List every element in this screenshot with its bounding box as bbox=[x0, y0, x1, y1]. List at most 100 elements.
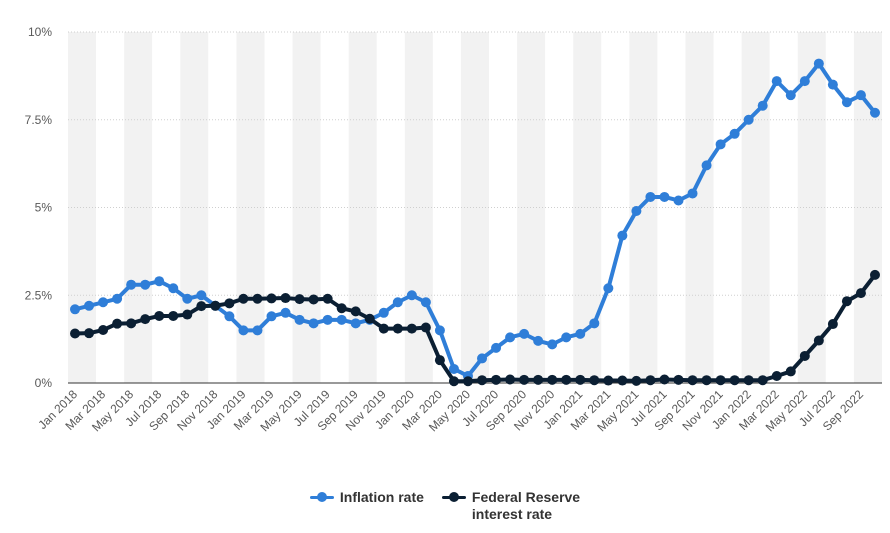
data-point[interactable] bbox=[743, 114, 754, 125]
legend-item-inflation-rate[interactable]: Inflation rate bbox=[309, 489, 424, 523]
data-point[interactable] bbox=[224, 298, 235, 309]
data-point[interactable] bbox=[252, 325, 263, 336]
data-point[interactable] bbox=[98, 297, 109, 308]
data-point[interactable] bbox=[280, 307, 291, 318]
data-point[interactable] bbox=[561, 332, 572, 343]
data-point[interactable] bbox=[406, 323, 417, 334]
data-point[interactable] bbox=[799, 76, 810, 87]
data-point[interactable] bbox=[659, 374, 670, 385]
data-point[interactable] bbox=[813, 58, 824, 69]
data-point[interactable] bbox=[294, 294, 305, 305]
legend-item-federal-reserve-interest-rate[interactable]: Federal Reserve interest rate bbox=[441, 489, 580, 523]
data-point[interactable] bbox=[687, 188, 698, 199]
data-point[interactable] bbox=[505, 332, 516, 343]
data-point[interactable] bbox=[813, 335, 824, 346]
data-point[interactable] bbox=[603, 283, 614, 294]
data-point[interactable] bbox=[378, 323, 389, 334]
data-point[interactable] bbox=[238, 293, 249, 304]
data-point[interactable] bbox=[729, 375, 740, 386]
data-point[interactable] bbox=[519, 328, 530, 339]
data-point[interactable] bbox=[701, 160, 712, 171]
data-point[interactable] bbox=[294, 314, 305, 325]
data-point[interactable] bbox=[477, 375, 488, 386]
data-point[interactable] bbox=[505, 374, 516, 385]
data-point[interactable] bbox=[112, 318, 123, 329]
data-point[interactable] bbox=[561, 374, 572, 385]
data-point[interactable] bbox=[491, 342, 502, 353]
data-point[interactable] bbox=[715, 375, 726, 386]
data-point[interactable] bbox=[757, 100, 768, 111]
data-point[interactable] bbox=[98, 324, 109, 335]
data-point[interactable] bbox=[336, 314, 347, 325]
data-point[interactable] bbox=[266, 293, 277, 304]
data-point[interactable] bbox=[392, 323, 403, 334]
data-point[interactable] bbox=[350, 318, 361, 329]
data-point[interactable] bbox=[533, 335, 544, 346]
data-point[interactable] bbox=[477, 353, 488, 364]
data-point[interactable] bbox=[785, 90, 796, 101]
data-point[interactable] bbox=[448, 363, 459, 374]
data-point[interactable] bbox=[336, 303, 347, 314]
data-point[interactable] bbox=[757, 375, 768, 386]
data-point[interactable] bbox=[827, 319, 838, 330]
data-point[interactable] bbox=[771, 76, 782, 87]
data-point[interactable] bbox=[280, 293, 291, 304]
data-point[interactable] bbox=[715, 139, 726, 150]
data-point[interactable] bbox=[519, 374, 530, 385]
data-point[interactable] bbox=[196, 290, 207, 301]
data-point[interactable] bbox=[841, 97, 852, 108]
data-point[interactable] bbox=[126, 318, 137, 329]
data-point[interactable] bbox=[799, 350, 810, 361]
data-point[interactable] bbox=[392, 297, 403, 308]
data-point[interactable] bbox=[687, 375, 698, 386]
data-point[interactable] bbox=[533, 374, 544, 385]
data-point[interactable] bbox=[70, 304, 81, 315]
data-point[interactable] bbox=[140, 279, 151, 290]
data-point[interactable] bbox=[434, 355, 445, 366]
data-point[interactable] bbox=[673, 195, 684, 206]
data-point[interactable] bbox=[448, 376, 459, 387]
data-point[interactable] bbox=[364, 313, 375, 324]
data-point[interactable] bbox=[238, 325, 249, 336]
data-point[interactable] bbox=[603, 375, 614, 386]
data-point[interactable] bbox=[182, 293, 193, 304]
data-point[interactable] bbox=[631, 206, 642, 217]
data-point[interactable] bbox=[575, 328, 586, 339]
data-point[interactable] bbox=[589, 375, 600, 386]
data-point[interactable] bbox=[308, 318, 319, 329]
data-point[interactable] bbox=[252, 293, 263, 304]
data-point[interactable] bbox=[196, 301, 207, 312]
data-point[interactable] bbox=[434, 325, 445, 336]
data-point[interactable] bbox=[645, 375, 656, 386]
data-point[interactable] bbox=[140, 314, 151, 325]
data-point[interactable] bbox=[743, 375, 754, 386]
data-point[interactable] bbox=[168, 283, 179, 294]
data-point[interactable] bbox=[659, 191, 670, 202]
data-point[interactable] bbox=[406, 290, 417, 301]
data-point[interactable] bbox=[308, 294, 319, 305]
data-point[interactable] bbox=[827, 79, 838, 90]
data-point[interactable] bbox=[462, 376, 473, 387]
data-point[interactable] bbox=[771, 370, 782, 381]
data-point[interactable] bbox=[645, 191, 656, 202]
data-point[interactable] bbox=[575, 374, 586, 385]
data-point[interactable] bbox=[491, 374, 502, 385]
data-point[interactable] bbox=[420, 297, 431, 308]
data-point[interactable] bbox=[617, 230, 628, 241]
data-point[interactable] bbox=[154, 310, 165, 321]
data-point[interactable] bbox=[168, 310, 179, 321]
data-point[interactable] bbox=[126, 279, 137, 290]
data-point[interactable] bbox=[701, 375, 712, 386]
data-point[interactable] bbox=[224, 311, 235, 322]
data-point[interactable] bbox=[841, 296, 852, 307]
data-point[interactable] bbox=[673, 374, 684, 385]
data-point[interactable] bbox=[855, 90, 866, 101]
data-point[interactable] bbox=[869, 107, 880, 118]
data-point[interactable] bbox=[84, 328, 95, 339]
data-point[interactable] bbox=[855, 288, 866, 299]
data-point[interactable] bbox=[322, 314, 333, 325]
data-point[interactable] bbox=[617, 375, 628, 386]
data-point[interactable] bbox=[70, 328, 81, 339]
data-point[interactable] bbox=[378, 307, 389, 318]
data-point[interactable] bbox=[84, 300, 95, 311]
